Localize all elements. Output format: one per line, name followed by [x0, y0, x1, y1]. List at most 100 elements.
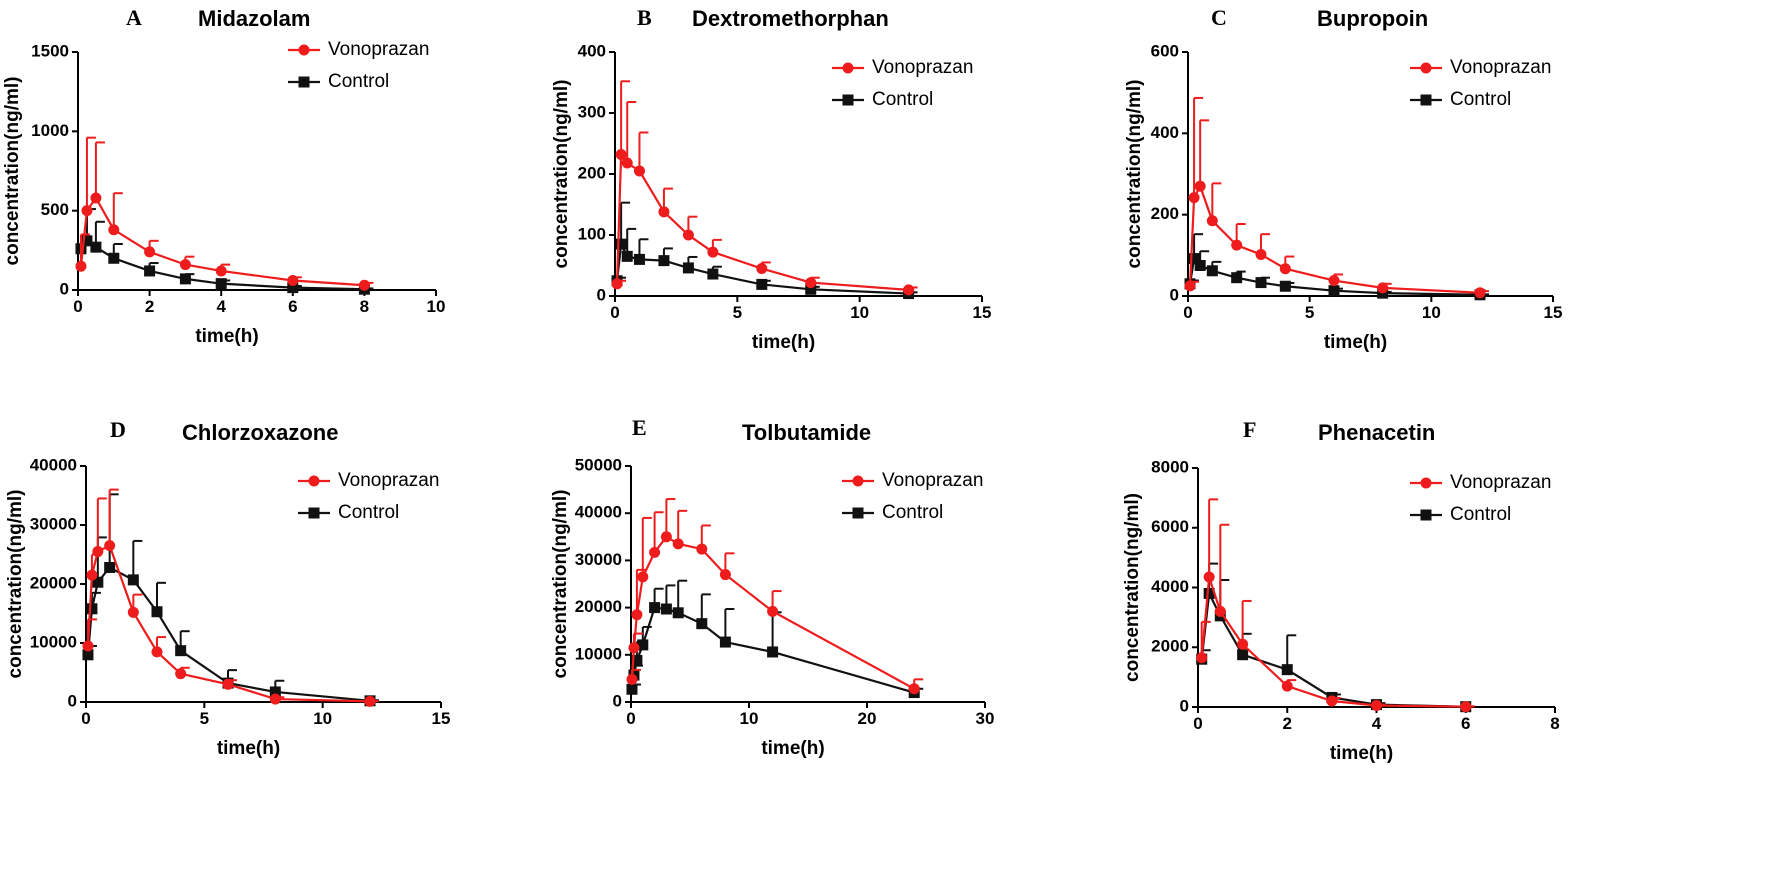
data-point	[719, 569, 731, 581]
x-axis-label: time(h)	[1324, 332, 1387, 353]
y-tick-label: 0	[68, 691, 77, 710]
x-tick-label: 0	[610, 303, 619, 322]
data-point	[1328, 285, 1340, 297]
y-tick-label: 6000	[1151, 517, 1189, 536]
y-tick-label: 4000	[1151, 577, 1189, 596]
data-point	[621, 250, 633, 262]
data-point	[86, 569, 98, 581]
y-tick-label: 0	[597, 285, 606, 304]
data-point	[92, 546, 104, 558]
data-point	[633, 253, 645, 265]
x-tick-label: 10	[313, 709, 332, 728]
data-point	[90, 192, 102, 204]
series-line	[86, 544, 371, 703]
legend-label: Control	[1450, 504, 1511, 525]
legend-marker	[852, 507, 864, 519]
data-point	[127, 606, 139, 618]
y-axis-label: concentration(ng/ml)	[550, 490, 571, 679]
series-vonoprazan	[1184, 96, 1489, 299]
legend-marker	[1420, 62, 1432, 74]
data-point	[1206, 215, 1218, 227]
data-point	[269, 686, 281, 698]
data-point	[175, 668, 187, 680]
legend-label: Control	[338, 502, 399, 523]
data-point	[151, 606, 163, 618]
y-axis-label: concentration(ng/ml)	[5, 490, 26, 679]
data-point	[287, 274, 299, 286]
data-point	[108, 252, 120, 264]
legend-marker	[852, 475, 864, 487]
data-point	[222, 678, 234, 690]
data-point	[767, 605, 779, 617]
y-tick-label: 400	[1151, 123, 1179, 142]
data-point	[1231, 272, 1243, 284]
y-tick-label: 0	[1180, 696, 1189, 715]
data-point	[672, 607, 684, 619]
data-point	[1255, 277, 1267, 289]
data-point	[626, 683, 638, 695]
series-control	[611, 201, 918, 300]
x-tick-label: 10	[427, 297, 446, 316]
data-point	[1474, 287, 1486, 299]
y-tick-label: 0	[60, 279, 69, 298]
x-tick-label: 5	[733, 303, 742, 322]
data-point	[90, 241, 102, 253]
y-axis-label: concentration(ng/ml)	[2, 77, 23, 266]
data-point	[903, 284, 915, 296]
x-tick-label: 0	[1183, 303, 1192, 322]
y-tick-label: 200	[1151, 204, 1179, 223]
data-point	[1326, 695, 1338, 707]
x-axis-label: time(h)	[752, 332, 815, 353]
x-axis-label: time(h)	[195, 326, 258, 347]
y-axis-label: concentration(ng/ml)	[1124, 80, 1145, 269]
data-point	[215, 265, 227, 277]
data-point	[1281, 680, 1293, 692]
data-point	[696, 543, 708, 555]
legend-label: Vonoprazan	[1450, 57, 1551, 78]
x-tick-label: 10	[850, 303, 869, 322]
data-point	[767, 646, 779, 658]
chart-panel-d: D Chlorzoxazone 0 10000 20000 30000 40000 0 5 10 1…	[5, 417, 450, 759]
series-line	[615, 240, 909, 295]
x-tick-label: 15	[1544, 303, 1563, 322]
series-line	[86, 566, 371, 702]
data-point	[287, 282, 299, 294]
y-tick-label: 20000	[575, 597, 622, 616]
data-point	[175, 645, 187, 657]
chart-panel-a: A Midazolam 0 500 1000 1500 0 2 4 6 8 10 time(h) conc…	[2, 5, 445, 347]
series-vonoprazan	[75, 136, 374, 291]
series-control	[626, 579, 924, 699]
panel-letter: A	[126, 5, 142, 30]
data-point	[628, 642, 640, 654]
data-point	[805, 277, 817, 289]
legend-label: Control	[328, 71, 389, 92]
y-tick-label: 100	[578, 224, 606, 243]
legend: Vonoprazan Control	[842, 470, 983, 523]
y-tick-label: 10000	[30, 632, 77, 651]
legend-label: Control	[872, 89, 933, 110]
data-point	[1203, 587, 1215, 599]
data-point	[633, 165, 645, 177]
y-tick-label: 20000	[30, 573, 77, 592]
x-tick-label: 4	[1372, 714, 1382, 733]
series-control	[82, 493, 379, 707]
data-point	[660, 603, 672, 615]
legend: Vonoprazan Control	[1410, 472, 1551, 525]
legend-marker	[298, 76, 310, 88]
data-point	[1203, 571, 1215, 583]
data-point	[1214, 605, 1226, 617]
legend-label: Vonoprazan	[882, 470, 983, 491]
chart-panel-c: C Bupropoin 0 200 400 600 0 5 10 15 time(h) concent…	[1124, 5, 1562, 353]
data-point	[615, 148, 627, 160]
data-point	[104, 561, 116, 573]
series-vonoprazan	[1196, 498, 1475, 713]
data-point	[81, 235, 93, 247]
y-tick-label: 8000	[1151, 457, 1189, 476]
legend-label: Vonoprazan	[872, 57, 973, 78]
data-point	[631, 654, 643, 666]
panel-letter: C	[1211, 5, 1227, 30]
data-point	[658, 255, 670, 267]
x-tick-label: 8	[1550, 714, 1559, 733]
legend: Vonoprazan Control	[1410, 57, 1551, 110]
y-tick-label: 0	[613, 691, 622, 710]
